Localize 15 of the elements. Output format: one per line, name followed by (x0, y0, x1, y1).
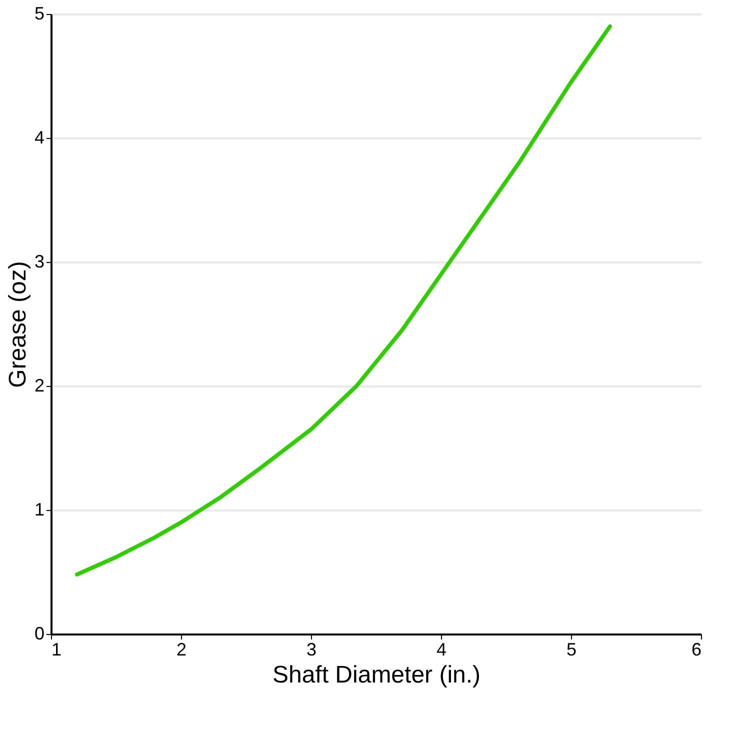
y-axis-title: Grease (oz) (4, 261, 32, 388)
y-tick-label: 0 (34, 624, 44, 644)
x-tick-label: 3 (306, 640, 317, 660)
x-axis-title: Shaft Diameter (in.) (272, 662, 481, 688)
x-tick-label: 2 (176, 640, 187, 660)
x-tick-label: 1 (52, 640, 62, 660)
y-tick-label: 2 (34, 376, 44, 396)
line-series (75, 24, 612, 576)
x-tick-label: 5 (566, 640, 577, 660)
y-tick-label: 1 (34, 500, 44, 520)
y-tick-label: 4 (34, 128, 44, 148)
y-tick-label: 3 (34, 252, 44, 272)
x-tick-label: 4 (436, 640, 447, 660)
x-tick-label: 6 (691, 640, 702, 660)
y-tick-label: 5 (34, 4, 44, 24)
